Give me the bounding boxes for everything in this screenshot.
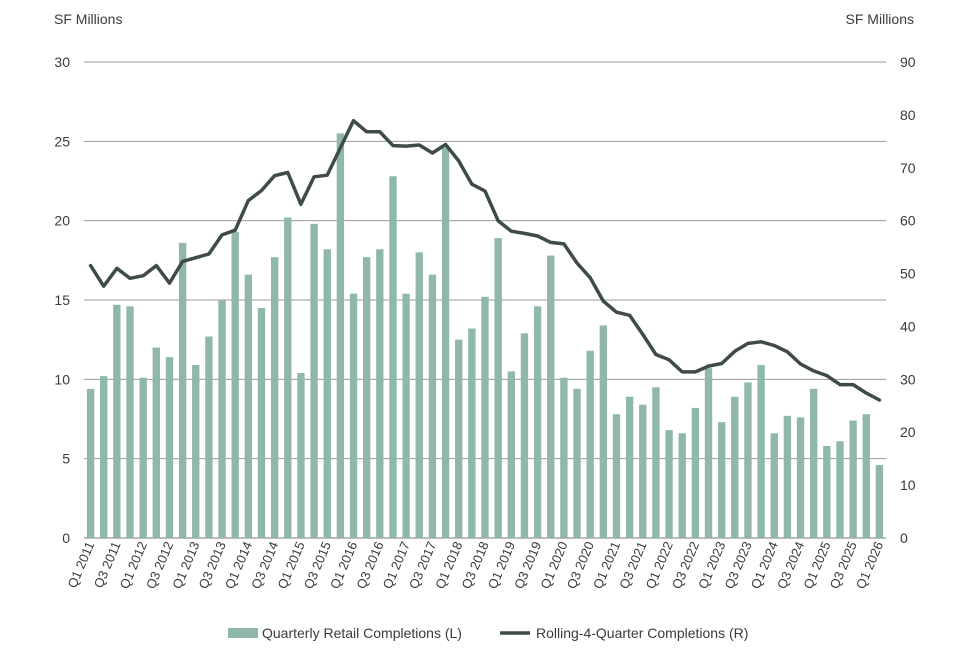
bar [402,293,410,538]
bar [86,388,95,538]
bar [586,350,594,538]
bar [836,441,844,538]
bar [823,445,831,538]
y-right-ticks: 0 10 20 30 40 50 60 70 80 90 [900,54,916,546]
bar [257,307,266,538]
bar [796,417,805,538]
bar [744,382,752,538]
bar [362,257,371,538]
bar [691,407,700,538]
bar [573,388,581,538]
bar [100,376,108,538]
bar [244,274,253,538]
bar [875,465,884,538]
bar [270,257,279,538]
bar [323,249,331,538]
bar [560,377,568,538]
bar [178,242,187,538]
y-left-tick-label: 10 [54,371,70,387]
y-right-tick-label: 90 [900,54,916,70]
bar [415,252,423,538]
legend-line-label: Rolling-4-Quarter Completions (R) [536,625,748,641]
bar [810,388,818,538]
line-series [88,118,882,402]
y-right-tick-label: 50 [900,266,916,282]
y-right-tick-label: 0 [900,530,908,546]
y-right-axis-label: SF Millions [846,11,914,27]
legend-bar-swatch [228,628,258,638]
y-left-axis-label: SF Millions [54,11,122,27]
bar [520,333,529,538]
y-right-tick-label: 10 [900,477,916,493]
bar [494,238,502,538]
bar [652,387,660,538]
bar [783,415,792,538]
bar [455,339,463,538]
bar [665,430,673,538]
bar [428,274,437,538]
bar [376,249,384,538]
y-left-ticks: 0 5 10 15 20 25 30 [54,54,70,546]
bar [336,133,345,538]
bar [731,396,739,538]
bar [284,217,292,538]
bar [349,293,358,538]
y-right-tick-label: 80 [900,107,916,123]
bar [126,306,134,538]
bar [639,404,647,538]
y-left-tick-label: 5 [62,451,70,467]
bar [297,372,305,538]
bar [205,336,213,538]
bar [599,325,608,538]
bar [165,357,174,538]
bar [612,414,621,538]
bar [678,433,686,538]
bar [139,377,147,538]
y-right-tick-label: 20 [900,424,916,440]
y-left-tick-label: 20 [54,213,70,229]
bar [218,300,226,538]
bar [770,433,778,538]
y-left-tick-label: 15 [54,292,70,308]
bar [152,347,160,538]
legend: Quarterly Retail Completions (L) Rolling… [228,625,748,641]
y-right-tick-label: 30 [900,371,916,387]
bar [757,365,765,538]
bar [441,147,450,538]
bar [717,422,726,538]
bar [468,328,476,538]
bar [481,296,489,538]
bar [113,304,121,538]
y-left-tick-label: 25 [54,133,70,149]
bar [625,396,634,538]
bar [704,368,713,538]
bar [507,371,515,538]
bar [849,420,857,538]
y-right-tick-label: 70 [900,160,916,176]
bar [862,414,870,538]
bar [310,223,318,538]
y-left-tick-label: 0 [62,530,70,546]
bar [533,306,542,538]
bar-series [86,133,884,539]
y-left-tick-label: 30 [54,54,70,70]
y-right-tick-label: 60 [900,213,916,229]
y-right-tick-label: 40 [900,318,916,334]
bar [231,231,239,539]
bar [192,365,200,538]
bar [389,176,397,539]
legend-bar-label: Quarterly Retail Completions (L) [262,625,462,641]
bar [547,255,555,538]
